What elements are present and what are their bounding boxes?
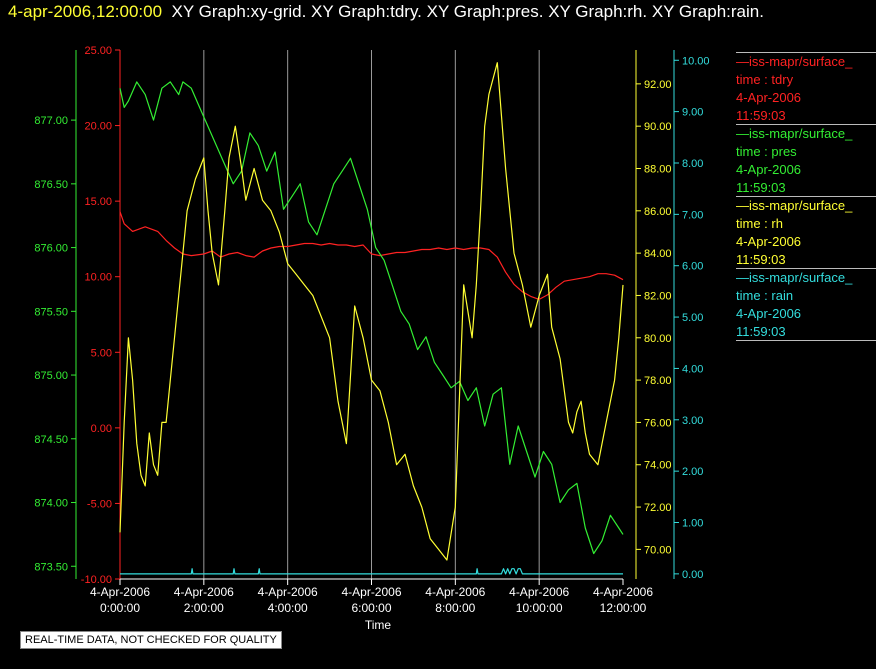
x-axis: 4-Apr-2006 0:00:00 4-Apr-2006 2:00:00 4-Apr-… <box>90 578 653 615</box>
rain-tick-label: 2.00 <box>682 466 703 478</box>
rain-tick-label: 9.00 <box>682 107 703 119</box>
header-datetime: 4-apr-2006,12:00:00 <box>8 2 163 21</box>
x-tick-time: 6:00:00 <box>351 601 391 615</box>
rh-tick-label: 76.00 <box>644 417 672 429</box>
series-pres-line <box>119 81 624 555</box>
series-tdry-line <box>119 211 624 300</box>
legend-date: 4-Apr-2006 <box>736 234 802 249</box>
rh-tick-label: 90.00 <box>644 121 672 133</box>
rain-tick-label: 1.00 <box>682 518 703 530</box>
x-tick-date: 4-Apr-2006 <box>258 585 318 599</box>
tdry-tick-label: 15.00 <box>84 196 112 208</box>
pres-tick-label: 875.50 <box>34 306 68 318</box>
rain-tick-label: 10.00 <box>682 55 710 67</box>
rain-tick-label: 7.00 <box>682 209 703 221</box>
legend-date: 4-Apr-2006 <box>736 306 802 321</box>
pres-tick-label: 875.00 <box>34 370 68 382</box>
legend-date: 4-Apr-2006 <box>736 162 802 177</box>
legend-separator <box>736 196 876 197</box>
rh-tick-label: 80.00 <box>644 333 672 345</box>
rain-tick-label: 3.00 <box>682 415 703 427</box>
rh-tick-label: 88.00 <box>644 163 672 175</box>
x-tick-time: 2:00:00 <box>184 601 224 615</box>
series-rh-line <box>119 62 624 561</box>
tdry-tick-label: 20.00 <box>84 121 112 133</box>
tdry-tick-label: 0.00 <box>91 423 112 435</box>
legend-label: time : tdry <box>736 72 794 87</box>
pres-tick-label: 876.00 <box>34 243 68 255</box>
legend-entry: —iss-mapr/surface_time : pres 4-Apr-2006 1… <box>736 125 876 197</box>
axes: 877.00 876.50 876.00 875.50 875.00 874.50 874.… <box>34 45 709 586</box>
x-axis-title: Time <box>365 618 392 632</box>
rh-tick-label: 92.00 <box>644 79 672 91</box>
tdry-tick-label: 5.00 <box>91 347 112 359</box>
x-tick-time: 0:00:00 <box>100 601 140 615</box>
legend-separator <box>736 268 876 269</box>
x-tick-date: 4-Apr-2006 <box>174 585 234 599</box>
legend-label: time : rh <box>736 216 783 231</box>
x-tick-time: 8:00:00 <box>435 601 475 615</box>
rh-tick-label: 72.00 <box>644 502 672 514</box>
x-tick-time: 12:00:00 <box>600 601 647 615</box>
rh-tick-label: 78.00 <box>644 375 672 387</box>
rh-tick-label: 84.00 <box>644 248 672 260</box>
legend-time: 11:59:03 <box>736 252 786 267</box>
legend-label: time : rain <box>736 288 794 303</box>
quality-disclaimer: REAL-TIME DATA, NOT CHECKED FOR QUALITY <box>20 631 282 649</box>
tdry-tick-label: -10.00 <box>81 574 112 586</box>
legend-label: time : pres <box>736 144 797 159</box>
rh-tick-label: 82.00 <box>644 290 672 302</box>
legend-entry: —iss-mapr/surface_time : rh 4-Apr-2006 11:… <box>736 197 876 269</box>
rain-tick-label: 4.00 <box>682 363 703 375</box>
legend-entry: —iss-mapr/surface_time : tdry 4-Apr-2006 1… <box>736 53 876 125</box>
rh-tick-label: 86.00 <box>644 206 672 218</box>
legend-time: 11:59:03 <box>736 324 786 339</box>
legend-separator <box>736 52 876 53</box>
x-tick-time: 10:00:00 <box>516 601 563 615</box>
tdry-tick-label: 10.00 <box>84 272 112 284</box>
rh-tick-label: 74.00 <box>644 460 672 472</box>
legend-separator <box>736 340 876 341</box>
pres-tick-label: 876.50 <box>34 179 68 191</box>
legend-separator <box>736 124 876 125</box>
legend-name: —iss-mapr/surface_ <box>736 126 853 141</box>
rain-tick-label: 8.00 <box>682 158 703 170</box>
legend-name: —iss-mapr/surface_ <box>736 54 853 69</box>
legend-entry: —iss-mapr/surface_time : rain 4-Apr-2006 1… <box>736 269 876 341</box>
pres-tick-label: 874.50 <box>34 434 68 446</box>
legend-name: —iss-mapr/surface_ <box>736 270 853 285</box>
legend-name: —iss-mapr/surface_ <box>736 198 853 213</box>
vertical-grid <box>203 50 540 579</box>
tdry-tick-label: 25.00 <box>84 45 112 57</box>
pres-tick-label: 873.50 <box>34 561 68 573</box>
x-tick-date: 4-Apr-2006 <box>341 585 401 599</box>
tdry-tick-label: -5.00 <box>87 498 112 510</box>
rain-tick-label: 6.00 <box>682 261 703 273</box>
series-rain-line <box>120 568 623 575</box>
title-bar: 4-apr-2006,12:00:00 XY Graph:xy-grid. XY… <box>8 2 764 22</box>
x-tick-date: 4-Apr-2006 <box>90 585 150 599</box>
rh-tick-label: 70.00 <box>644 544 672 556</box>
legend-time: 11:59:03 <box>736 180 786 195</box>
x-tick-time: 4:00:00 <box>268 601 308 615</box>
series-lines <box>119 62 624 575</box>
header-graph-titles: XY Graph:xy-grid. XY Graph:tdry. XY Grap… <box>171 2 764 21</box>
x-tick-date: 4-Apr-2006 <box>593 585 653 599</box>
legend-time: 11:59:03 <box>736 108 786 123</box>
rain-tick-label: 0.00 <box>682 569 703 581</box>
legend-date: 4-Apr-2006 <box>736 90 802 105</box>
x-tick-date: 4-Apr-2006 <box>425 585 485 599</box>
pres-tick-label: 874.00 <box>34 498 68 510</box>
pres-tick-label: 877.00 <box>34 115 68 127</box>
x-tick-date: 4-Apr-2006 <box>509 585 569 599</box>
rain-tick-label: 5.00 <box>682 312 703 324</box>
